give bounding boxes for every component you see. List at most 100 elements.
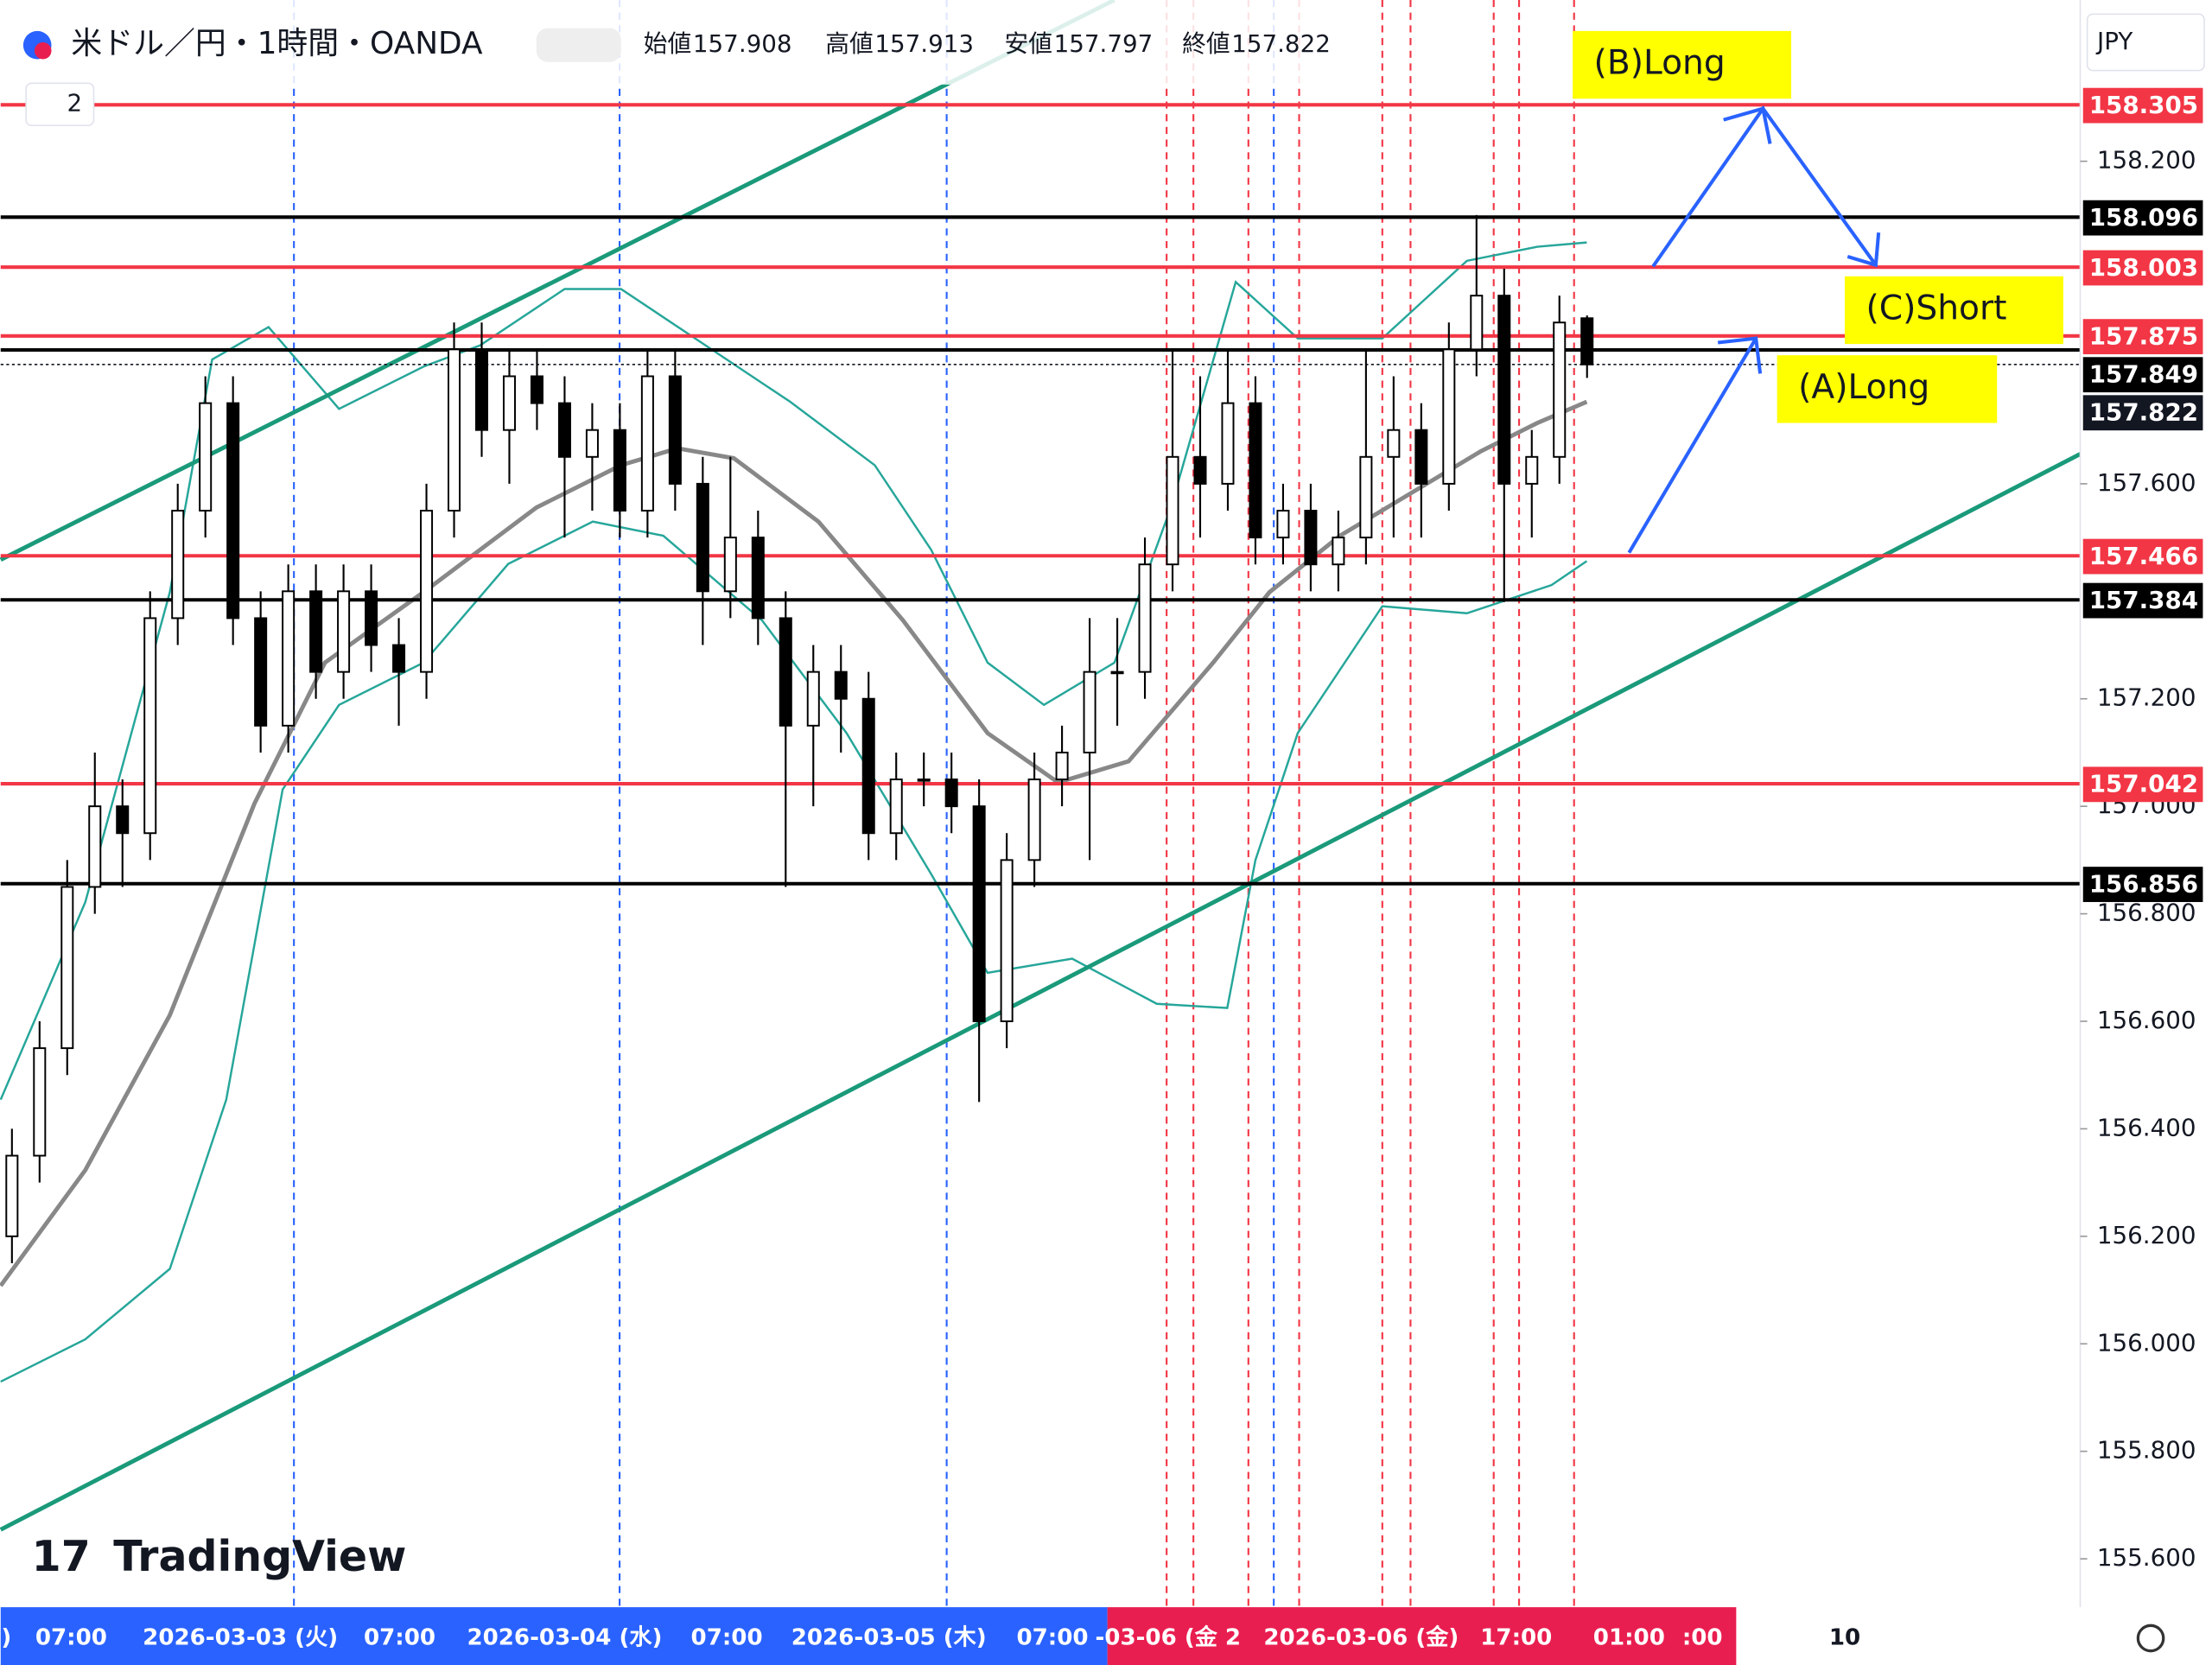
x-tick-label: 10	[1829, 1624, 1860, 1650]
candle-body	[1166, 455, 1179, 566]
channel-upper	[0, 0, 1116, 562]
arrow-c-head	[1847, 232, 1881, 268]
x-tick-label: )	[1, 1624, 11, 1650]
y-tick-label: 156.200	[2097, 1221, 2196, 1249]
candle-body	[1055, 751, 1069, 781]
candle-body	[1083, 670, 1096, 753]
candle-body	[779, 617, 792, 727]
candle-body	[917, 778, 931, 782]
x-tick-label: 2026-03-04 (水)	[467, 1624, 662, 1650]
candle-body	[889, 778, 903, 835]
level-label-bg	[2082, 87, 2203, 124]
candle-body	[420, 510, 434, 673]
candle-body	[60, 886, 74, 1050]
close-value: 157.822	[1231, 29, 1331, 58]
candle-body	[640, 375, 654, 512]
candle-body	[254, 617, 268, 727]
candle-body	[751, 537, 765, 620]
currency-selector[interactable]	[2086, 13, 2205, 72]
high-label: 高値	[825, 29, 873, 58]
candle-body	[668, 375, 682, 485]
candle-body	[834, 670, 848, 700]
arrow-a	[1627, 337, 1758, 554]
arrows	[1627, 105, 1881, 554]
currency: JPY	[2095, 27, 2133, 55]
y-tick-label: 156.800	[2097, 899, 2196, 927]
candle-body	[143, 617, 157, 835]
y-tick-label: 155.600	[2097, 1543, 2196, 1572]
level-label-bg	[2082, 395, 2203, 431]
candle-body	[1414, 429, 1428, 485]
candle-body	[309, 590, 323, 673]
indicator-toggle[interactable]	[25, 82, 95, 127]
level-label-bg	[2082, 538, 2203, 575]
channel-lower	[0, 452, 2082, 1532]
watermark-logo: 17	[32, 1532, 91, 1581]
candle-body	[1221, 402, 1235, 485]
annotation-box	[1844, 276, 2063, 345]
candle-body	[723, 537, 737, 593]
candle-body	[1387, 429, 1401, 458]
time-axis-range-red	[1107, 1607, 1737, 1665]
candle-body	[365, 590, 378, 646]
symbol: 米ドル／円・1時間・OANDA	[71, 26, 483, 61]
moving-average	[0, 399, 1588, 1287]
time-axis-range-blue	[0, 1607, 1108, 1665]
high-value: 157.913	[874, 29, 974, 58]
candle-body	[557, 402, 571, 458]
candle-body	[474, 348, 489, 431]
candle-body	[1193, 455, 1207, 485]
y-tick-label: 156.600	[2097, 1006, 2196, 1034]
candle-body	[972, 805, 986, 1022]
candles	[5, 214, 1594, 1263]
x-tick-label: 17:00	[1480, 1624, 1552, 1650]
level-label: 157.042	[2089, 770, 2198, 798]
header: 米ドル／円・1時間・OANDA 始値 157.908 高値 157.913 安値…	[0, 0, 2205, 127]
level-label-bg	[2082, 867, 2203, 902]
candle-body	[1110, 670, 1124, 675]
candle-body	[282, 590, 296, 727]
candle-body	[1304, 510, 1318, 566]
candle-body	[1000, 859, 1014, 1022]
x-tick-label: :00	[1682, 1624, 1723, 1650]
candle-body	[1580, 317, 1594, 365]
candle-body	[1359, 455, 1373, 539]
x-tick-label: 2026-03-05 (木)	[791, 1624, 987, 1650]
settings-icon[interactable]	[2136, 1624, 2165, 1653]
level-label: 156.856	[2089, 869, 2198, 898]
candle-body	[1442, 348, 1456, 485]
x-tick-label: 07:00	[1016, 1624, 1088, 1650]
candle-body	[337, 590, 351, 673]
candle-body	[1497, 295, 1511, 485]
level-label: 158.003	[2089, 253, 2198, 282]
y-tick-label: 156.000	[2097, 1328, 2196, 1357]
candle-body	[1525, 455, 1539, 485]
y-tick-label: 156.400	[2097, 1113, 2196, 1141]
bollinger-lower	[0, 520, 1588, 1383]
candle-body	[613, 429, 626, 512]
time-axis-labels: ) 07:00 2026-03-03 (火) 07:00 2026-03-04 (水) 0…	[1, 1624, 1860, 1650]
close-label: 終値	[1182, 29, 1230, 58]
level-label: 158.096	[2089, 203, 2198, 232]
x-tick-label: 07:00	[691, 1624, 763, 1650]
level-label: 158.305	[2089, 91, 2198, 119]
candle-body	[530, 375, 543, 404]
annotation: (A)Long	[1798, 368, 1929, 407]
candle-body	[116, 805, 130, 835]
candle-body	[806, 670, 820, 727]
candle-body	[1249, 402, 1262, 539]
level-label-bg	[2082, 582, 2203, 619]
level-label-bg	[2082, 357, 2203, 393]
level-label: 157.384	[2089, 586, 2198, 614]
level-label-bg	[2082, 200, 2203, 236]
low-value: 157.797	[1054, 29, 1154, 58]
candle-body	[1027, 778, 1041, 861]
candle-body	[33, 1047, 47, 1157]
x-tick-label: 01:00	[1593, 1624, 1665, 1650]
candle-body	[448, 348, 461, 512]
candle-body	[861, 697, 875, 835]
candle-body	[171, 510, 185, 620]
candle-body	[392, 644, 406, 673]
